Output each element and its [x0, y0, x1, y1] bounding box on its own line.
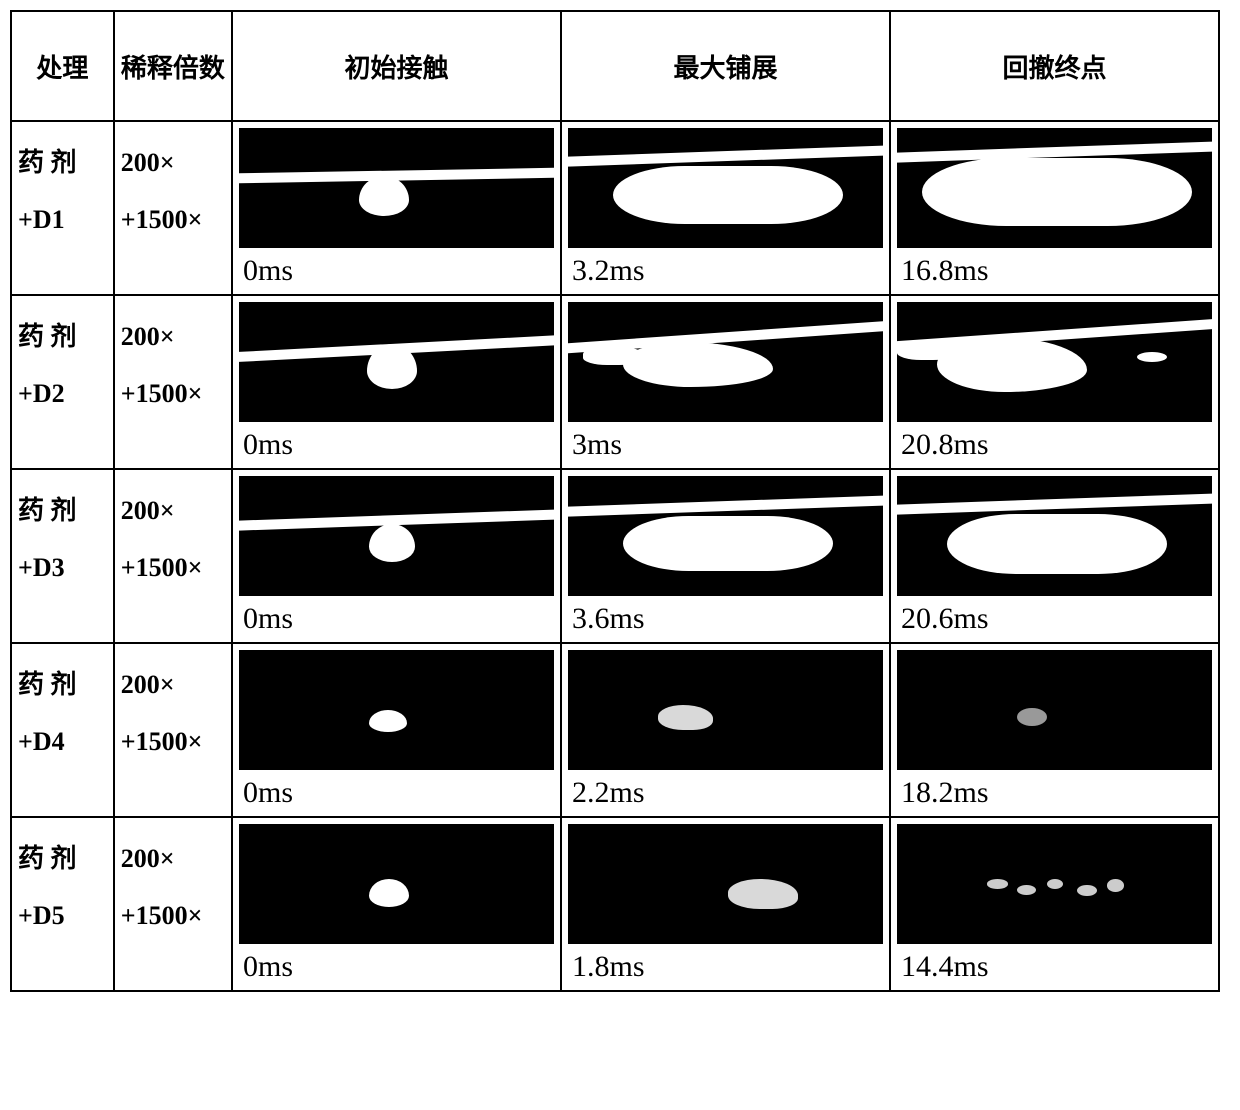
frame-thumb [897, 128, 1212, 248]
max-time: 3.6ms [568, 600, 883, 636]
header-retract-end: 回撤终点 [890, 11, 1219, 121]
treat-l2: +D5 [18, 887, 107, 944]
retract-end-cell: 20.6ms [890, 469, 1219, 643]
dilution-cell: 200×+1500× [114, 643, 232, 817]
treatment-cell: 药 剂+D5 [11, 817, 114, 991]
max-spread-cell: 1.8ms [561, 817, 890, 991]
max-spread-cell: 3.2ms [561, 121, 890, 295]
frame-thumb [897, 650, 1212, 770]
end-time: 14.4ms [897, 948, 1212, 984]
retract-end-cell: 16.8ms [890, 121, 1219, 295]
treat-l1: 药 剂 [18, 830, 107, 887]
treatment-cell: 药 剂+D3 [11, 469, 114, 643]
treat-l2: +D3 [18, 539, 107, 596]
initial-cell: 0ms [232, 121, 561, 295]
table-row: 药 剂+D2200×+1500×0ms3ms20.8ms [11, 295, 1219, 469]
header-row: 处理 稀释倍数 初始接触 最大铺展 回撤终点 [11, 11, 1219, 121]
treat-l1: 药 剂 [18, 308, 107, 365]
frame-thumb [568, 476, 883, 596]
initial-time: 0ms [239, 774, 554, 810]
initial-time: 0ms [239, 600, 554, 636]
header-treatment: 处理 [11, 11, 114, 121]
frame-thumb [568, 650, 883, 770]
frame-thumb [568, 302, 883, 422]
frame-thumb [568, 824, 883, 944]
end-time: 20.6ms [897, 600, 1212, 636]
max-time: 1.8ms [568, 948, 883, 984]
dilute-l1: 200× [121, 134, 225, 191]
initial-time: 0ms [239, 252, 554, 288]
header-max-spread: 最大铺展 [561, 11, 890, 121]
frame-thumb [568, 128, 883, 248]
frame-thumb [239, 650, 554, 770]
frame-thumb [239, 476, 554, 596]
treatment-cell: 药 剂+D4 [11, 643, 114, 817]
frame-thumb [239, 128, 554, 248]
header-initial: 初始接触 [232, 11, 561, 121]
frame-thumb [239, 824, 554, 944]
initial-time: 0ms [239, 426, 554, 462]
dilution-cell: 200×+1500× [114, 121, 232, 295]
initial-cell: 0ms [232, 817, 561, 991]
dilute-l2: +1500× [121, 365, 225, 422]
table-row: 药 剂+D5200×+1500×0ms1.8ms14.4ms [11, 817, 1219, 991]
frame-thumb [897, 302, 1212, 422]
max-spread-cell: 3.6ms [561, 469, 890, 643]
end-time: 20.8ms [897, 426, 1212, 462]
treat-l1: 药 剂 [18, 656, 107, 713]
initial-time: 0ms [239, 948, 554, 984]
max-spread-cell: 2.2ms [561, 643, 890, 817]
max-spread-cell: 3ms [561, 295, 890, 469]
dilute-l1: 200× [121, 482, 225, 539]
dilute-l2: +1500× [121, 539, 225, 596]
max-time: 2.2ms [568, 774, 883, 810]
retract-end-cell: 18.2ms [890, 643, 1219, 817]
frame-thumb [897, 824, 1212, 944]
initial-cell: 0ms [232, 643, 561, 817]
treat-l1: 药 剂 [18, 482, 107, 539]
dilute-l2: +1500× [121, 887, 225, 944]
max-time: 3ms [568, 426, 883, 462]
table-row: 药 剂+D1200×+1500×0ms3.2ms16.8ms [11, 121, 1219, 295]
table-row: 药 剂+D3200×+1500×0ms3.6ms20.6ms [11, 469, 1219, 643]
frame-thumb [897, 476, 1212, 596]
end-time: 16.8ms [897, 252, 1212, 288]
dilute-l1: 200× [121, 308, 225, 365]
dilute-l1: 200× [121, 656, 225, 713]
dilute-l1: 200× [121, 830, 225, 887]
dilute-l2: +1500× [121, 713, 225, 770]
dilution-cell: 200×+1500× [114, 295, 232, 469]
end-time: 18.2ms [897, 774, 1212, 810]
frame-thumb [239, 302, 554, 422]
dilution-cell: 200×+1500× [114, 817, 232, 991]
initial-cell: 0ms [232, 295, 561, 469]
treatment-cell: 药 剂+D1 [11, 121, 114, 295]
treat-l2: +D2 [18, 365, 107, 422]
initial-cell: 0ms [232, 469, 561, 643]
experiment-table: 处理 稀释倍数 初始接触 最大铺展 回撤终点 药 剂+D1200×+1500×0… [10, 10, 1220, 992]
treat-l2: +D4 [18, 713, 107, 770]
treatment-cell: 药 剂+D2 [11, 295, 114, 469]
dilute-l2: +1500× [121, 191, 225, 248]
treat-l1: 药 剂 [18, 134, 107, 191]
retract-end-cell: 20.8ms [890, 295, 1219, 469]
table-row: 药 剂+D4200×+1500×0ms2.2ms18.2ms [11, 643, 1219, 817]
treat-l2: +D1 [18, 191, 107, 248]
header-dilution: 稀释倍数 [114, 11, 232, 121]
max-time: 3.2ms [568, 252, 883, 288]
retract-end-cell: 14.4ms [890, 817, 1219, 991]
dilution-cell: 200×+1500× [114, 469, 232, 643]
